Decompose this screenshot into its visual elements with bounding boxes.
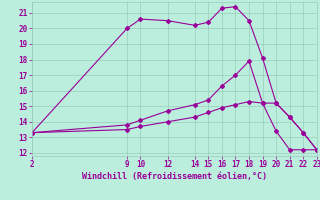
X-axis label: Windchill (Refroidissement éolien,°C): Windchill (Refroidissement éolien,°C) (82, 172, 267, 181)
